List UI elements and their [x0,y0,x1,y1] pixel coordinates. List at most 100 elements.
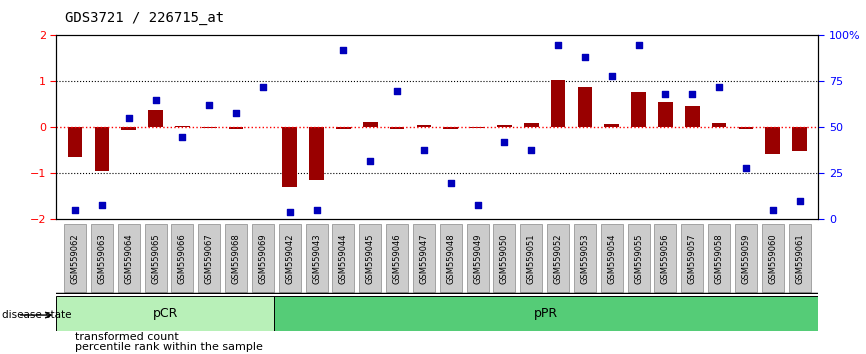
Bar [494,224,515,292]
Point [524,147,538,152]
Point [497,139,511,145]
Bar [417,125,431,127]
Bar [601,224,623,292]
Bar [440,224,462,292]
Point [391,88,404,93]
Text: GSM559067: GSM559067 [204,233,214,284]
Bar [443,127,458,129]
Bar [685,106,700,127]
Bar [655,224,676,292]
Text: GSM559058: GSM559058 [714,233,724,284]
Bar [359,224,381,292]
Bar [467,224,488,292]
Bar [333,224,354,292]
Point [658,91,672,97]
Bar [68,127,82,157]
Bar [631,92,646,127]
Text: GSM559057: GSM559057 [688,233,697,284]
Text: GSM559048: GSM559048 [446,233,456,284]
Point [578,55,591,60]
Bar [682,224,703,292]
Bar [712,123,727,127]
Text: GSM559042: GSM559042 [285,233,294,284]
Bar [386,224,408,292]
Text: GSM559049: GSM559049 [473,233,482,284]
Bar [94,127,109,171]
Point [712,84,726,90]
Bar [306,224,327,292]
Text: GSM559066: GSM559066 [178,233,187,284]
Text: GSM559045: GSM559045 [365,233,375,284]
Bar [64,224,86,292]
Text: GSM559055: GSM559055 [634,233,643,284]
Bar [202,127,216,129]
Text: GSM559069: GSM559069 [258,233,268,284]
Bar [762,224,784,292]
Bar [735,224,757,292]
Point [364,158,378,164]
Point [283,209,297,215]
Point [443,180,457,185]
Text: pPR: pPR [534,307,559,320]
Bar [551,80,565,127]
Text: disease state: disease state [2,310,71,320]
Text: GSM559052: GSM559052 [553,233,563,284]
Bar [56,296,274,331]
Bar [309,127,324,181]
Text: GDS3721 / 226715_at: GDS3721 / 226715_at [65,11,224,25]
Text: GSM559061: GSM559061 [795,233,805,284]
Text: GSM559050: GSM559050 [500,233,509,284]
Text: GSM559043: GSM559043 [312,233,321,284]
Point [417,147,431,152]
Text: GSM559068: GSM559068 [231,233,241,284]
Bar [148,110,163,127]
Text: GSM559046: GSM559046 [392,233,402,284]
Point [122,115,136,121]
Bar [336,127,351,129]
Text: GSM559053: GSM559053 [580,233,590,284]
Text: GSM559062: GSM559062 [70,233,80,284]
Point [337,47,351,53]
Point [739,165,753,171]
Text: GSM559059: GSM559059 [741,233,751,284]
Text: GSM559044: GSM559044 [339,233,348,284]
Text: GSM559051: GSM559051 [527,233,536,284]
Bar [766,127,780,154]
Bar [578,87,592,127]
Bar [145,224,166,292]
Point [176,134,190,139]
Bar [497,125,512,127]
Point [68,207,82,213]
Point [310,207,324,213]
Point [551,42,565,47]
Text: GSM559063: GSM559063 [97,233,107,284]
Bar [604,124,619,127]
Bar [628,224,650,292]
Bar [390,127,404,129]
Point [203,103,216,108]
Text: percentile rank within the sample: percentile rank within the sample [75,342,263,352]
Bar [171,224,193,292]
Bar [121,127,136,130]
Bar [708,224,730,292]
Text: GSM559047: GSM559047 [419,233,429,284]
Point [792,198,806,204]
Point [95,202,109,207]
Point [766,207,779,213]
Text: GSM559064: GSM559064 [124,233,133,284]
Bar [547,224,569,292]
Bar [789,224,811,292]
Bar [524,123,539,127]
Bar [792,127,807,152]
Bar [363,122,378,127]
Point [256,84,270,90]
Point [604,73,618,79]
Bar [574,224,596,292]
Bar [282,127,297,187]
Point [229,110,243,115]
Bar [255,126,270,127]
Bar [118,224,139,292]
Bar [198,224,220,292]
Bar [252,224,274,292]
Bar [658,102,673,127]
